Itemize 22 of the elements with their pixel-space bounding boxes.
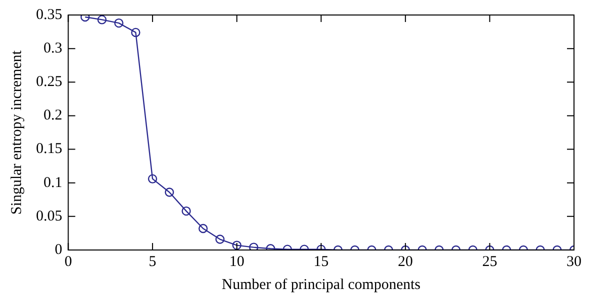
x-tick-label: 20 xyxy=(398,254,413,270)
y-tick-label: 0.25 xyxy=(36,74,62,90)
point xyxy=(80,15,90,22)
y-tick-label: 0.3 xyxy=(44,40,62,57)
x-tick-label: 25 xyxy=(482,254,498,270)
x-axis-title: Number of principal components xyxy=(222,276,421,293)
point xyxy=(249,242,258,250)
x-tick-label: 10 xyxy=(229,254,244,270)
point xyxy=(148,174,158,184)
y-tick-label: 0 xyxy=(54,242,62,258)
point xyxy=(97,15,107,24)
y-axis-title: Singular entropy increment xyxy=(8,50,25,215)
point xyxy=(114,18,124,28)
y-tick-label: 0.1 xyxy=(44,174,62,191)
y-tick-label: 0.15 xyxy=(36,141,62,158)
y-tick-label: 0.35 xyxy=(36,6,62,23)
point xyxy=(131,28,140,38)
y-tick-label: 0.05 xyxy=(36,208,62,224)
x-tick-label: 30 xyxy=(566,254,582,270)
x-tick-label: 15 xyxy=(314,254,329,270)
x-tick-label: 5 xyxy=(148,254,156,270)
y-tick-label: 0.2 xyxy=(44,108,62,124)
